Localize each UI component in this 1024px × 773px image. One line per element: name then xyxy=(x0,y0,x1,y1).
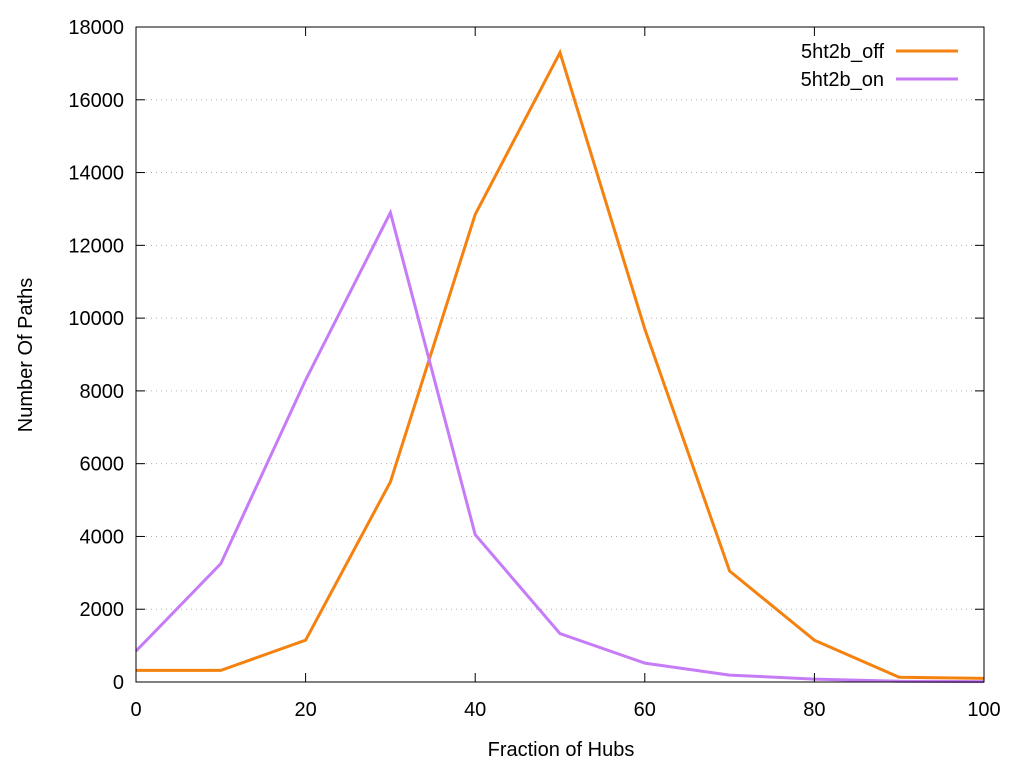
y-tick-label: 14000 xyxy=(68,163,124,185)
y-tick-label: 8000 xyxy=(80,381,125,403)
x-tick-label: 0 xyxy=(130,699,141,721)
series-line-5ht2b_off xyxy=(136,48,985,680)
ticks-layer xyxy=(135,26,985,683)
y-tick-label: 10000 xyxy=(68,308,124,330)
y-tick-label: 2000 xyxy=(80,599,125,621)
y-tick-label: 18000 xyxy=(68,17,124,39)
legend-label-5ht2b_off: 5ht2b_off xyxy=(801,41,884,63)
plot-frame xyxy=(135,26,985,683)
y-tick-label: 0 xyxy=(113,672,124,694)
x-tick-label: 60 xyxy=(634,699,656,721)
series-layer xyxy=(134,48,985,684)
legend: 5ht2b_off 5ht2b_on xyxy=(801,41,958,91)
grid-layer xyxy=(136,99,984,610)
y-tick-label: 16000 xyxy=(68,90,124,112)
y-tick-label: 12000 xyxy=(68,235,124,257)
y-axis-title: Number Of Paths xyxy=(15,278,37,433)
tick-labels-layer: 0 2000 4000 6000 8000 10000 12000 14000 16000 180… xyxy=(68,17,1000,721)
legend-label-5ht2b_on: 5ht2b_on xyxy=(801,69,884,91)
x-axis-title: Fraction of Hubs xyxy=(488,739,635,761)
x-tick-label: 100 xyxy=(967,699,1000,721)
x-tick-label: 20 xyxy=(294,699,316,721)
y-tick-label: 6000 xyxy=(80,454,125,476)
series-line-5ht2b_on xyxy=(134,208,985,684)
x-tick-label: 40 xyxy=(464,699,486,721)
y-tick-label: 4000 xyxy=(80,526,125,548)
x-tick-label: 80 xyxy=(803,699,825,721)
